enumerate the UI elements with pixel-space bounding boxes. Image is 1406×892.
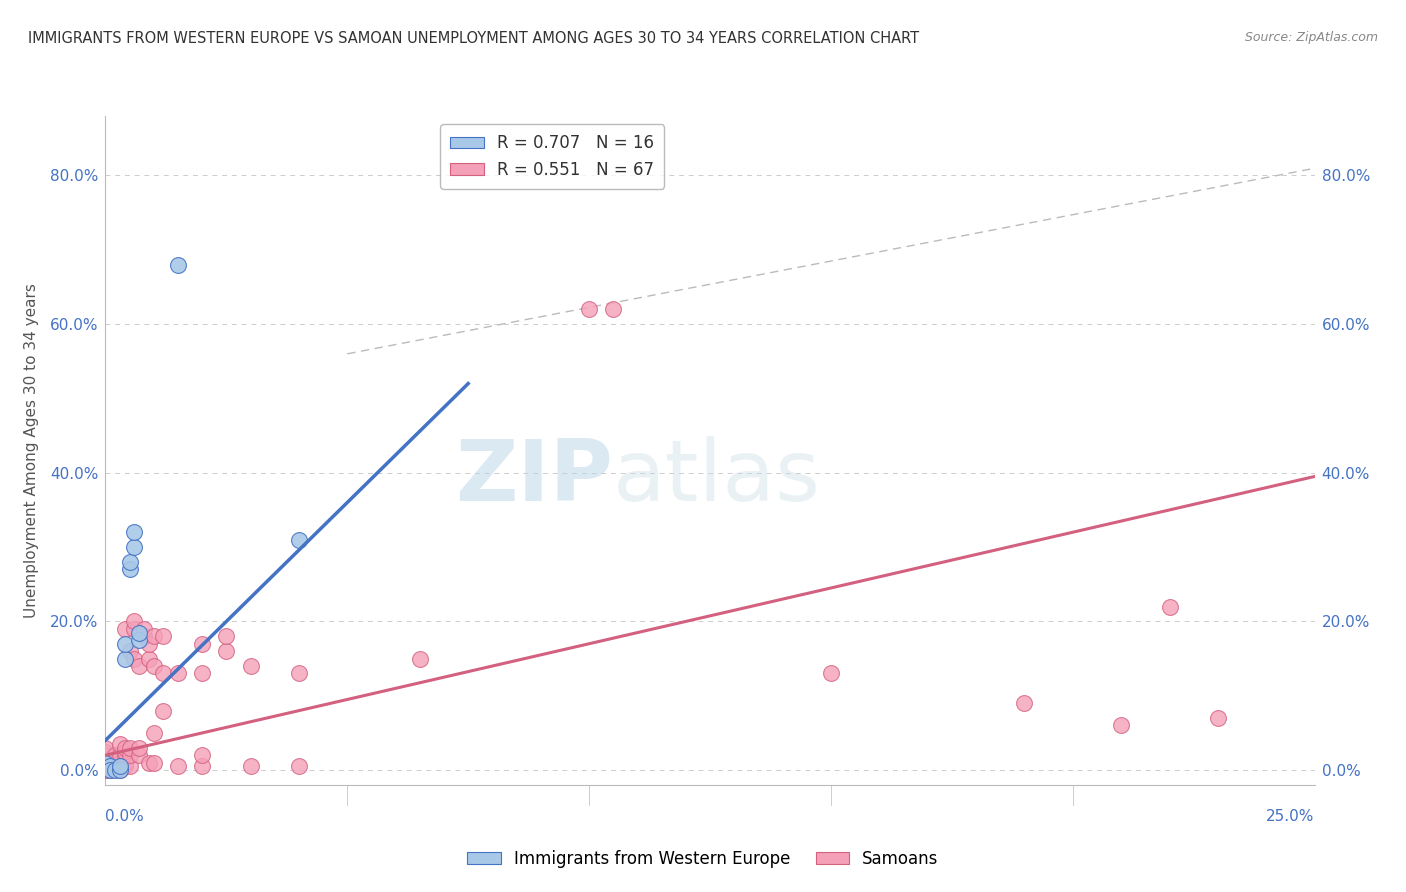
Point xyxy=(142,629,165,643)
Point xyxy=(1014,696,1036,710)
Point xyxy=(820,666,842,681)
Point xyxy=(108,737,131,751)
Text: 0.0%: 0.0% xyxy=(105,809,145,823)
Text: 25.0%: 25.0% xyxy=(1267,809,1315,823)
Point xyxy=(124,651,146,665)
Point xyxy=(124,622,146,636)
Point xyxy=(138,756,160,770)
Point xyxy=(215,644,238,658)
Point xyxy=(118,562,141,576)
Point xyxy=(94,744,117,758)
Text: Source: ZipAtlas.com: Source: ZipAtlas.com xyxy=(1244,31,1378,45)
Point xyxy=(167,666,190,681)
Point xyxy=(288,666,311,681)
Point xyxy=(239,759,262,773)
Point xyxy=(98,756,121,770)
Point xyxy=(108,756,131,770)
Point xyxy=(104,759,127,773)
Legend: Immigrants from Western Europe, Samoans: Immigrants from Western Europe, Samoans xyxy=(461,844,945,875)
Point xyxy=(94,756,117,770)
Point xyxy=(128,659,150,673)
Point xyxy=(104,748,127,763)
Point xyxy=(288,759,311,773)
Text: ZIP: ZIP xyxy=(456,435,613,519)
Y-axis label: Unemployment Among Ages 30 to 34 years: Unemployment Among Ages 30 to 34 years xyxy=(24,283,39,618)
Point xyxy=(152,704,174,718)
Point xyxy=(578,302,600,317)
Point xyxy=(152,666,174,681)
Point xyxy=(128,748,150,763)
Point xyxy=(1109,718,1132,732)
Point xyxy=(98,759,121,773)
Point xyxy=(114,637,136,651)
Point xyxy=(114,756,136,770)
Point xyxy=(94,763,117,777)
Point xyxy=(191,637,214,651)
Point xyxy=(118,759,141,773)
Point xyxy=(124,540,146,554)
Point xyxy=(288,533,311,547)
Point xyxy=(142,659,165,673)
Point xyxy=(118,644,141,658)
Point xyxy=(114,748,136,763)
Point xyxy=(104,763,127,777)
Point xyxy=(138,651,160,665)
Point xyxy=(104,756,127,770)
Point xyxy=(124,615,146,629)
Point xyxy=(124,525,146,540)
Point xyxy=(167,258,190,272)
Point xyxy=(108,763,131,777)
Point xyxy=(167,759,190,773)
Point xyxy=(98,759,121,773)
Point xyxy=(138,637,160,651)
Point xyxy=(142,726,165,740)
Point xyxy=(114,744,136,758)
Point xyxy=(1159,599,1181,614)
Point xyxy=(142,756,165,770)
Point xyxy=(98,763,121,777)
Text: atlas: atlas xyxy=(613,435,821,519)
Point xyxy=(191,748,214,763)
Point xyxy=(409,651,432,665)
Point xyxy=(94,740,117,755)
Point xyxy=(134,622,156,636)
Point xyxy=(94,763,117,777)
Text: IMMIGRANTS FROM WESTERN EUROPE VS SAMOAN UNEMPLOYMENT AMONG AGES 30 TO 34 YEARS : IMMIGRANTS FROM WESTERN EUROPE VS SAMOAN… xyxy=(28,31,920,46)
Point xyxy=(108,748,131,763)
Point xyxy=(108,763,131,777)
Point xyxy=(114,759,136,773)
Point xyxy=(114,651,136,665)
Point xyxy=(94,756,117,770)
Point xyxy=(118,748,141,763)
Point xyxy=(128,740,150,755)
Point xyxy=(152,629,174,643)
Point xyxy=(191,666,214,681)
Point xyxy=(108,759,131,773)
Point xyxy=(191,759,214,773)
Point xyxy=(134,629,156,643)
Point xyxy=(118,740,141,755)
Point xyxy=(215,629,238,643)
Point xyxy=(94,759,117,773)
Point xyxy=(114,740,136,755)
Point xyxy=(94,752,117,766)
Point xyxy=(128,625,150,640)
Point xyxy=(602,302,624,317)
Point xyxy=(128,633,150,648)
Point xyxy=(1206,711,1229,725)
Point xyxy=(239,659,262,673)
Point xyxy=(94,763,117,777)
Point xyxy=(98,763,121,777)
Point xyxy=(118,555,141,569)
Point xyxy=(114,622,136,636)
Point xyxy=(94,748,117,763)
Point xyxy=(94,763,117,777)
Legend: R = 0.707   N = 16, R = 0.551   N = 67: R = 0.707 N = 16, R = 0.551 N = 67 xyxy=(440,124,664,188)
